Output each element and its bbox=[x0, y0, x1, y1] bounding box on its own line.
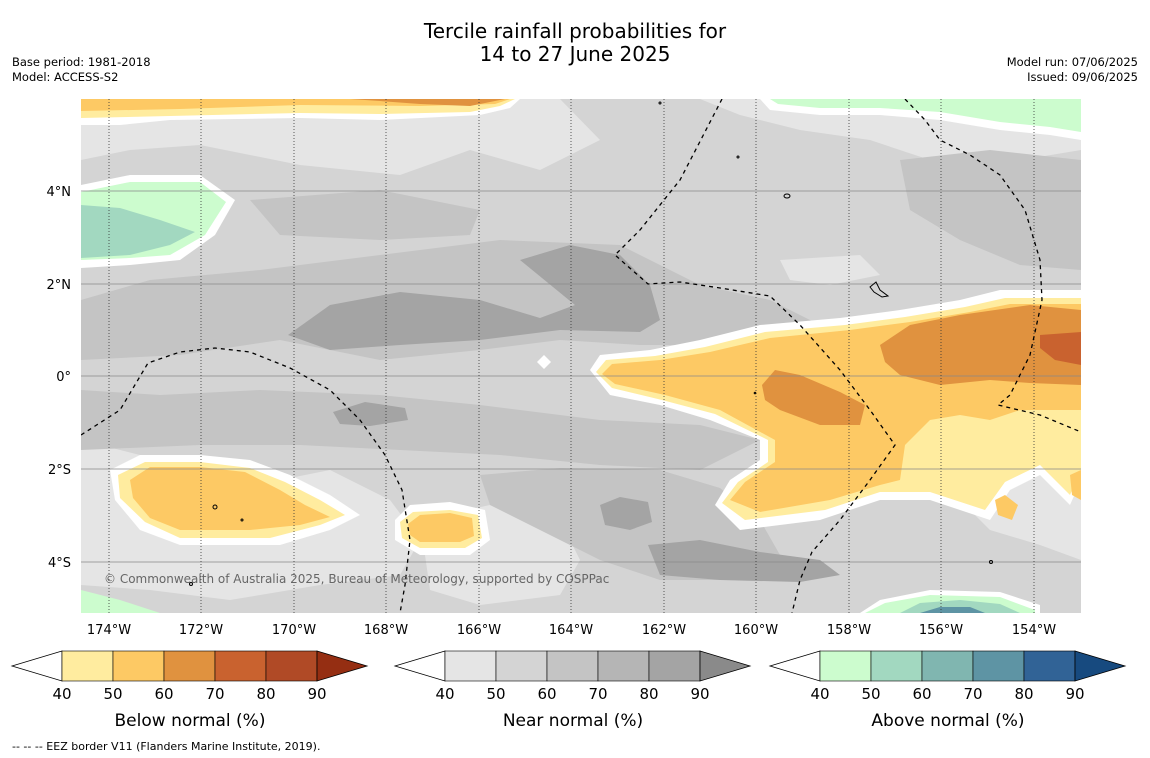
above-normal-regions bbox=[81, 99, 1081, 613]
near-colorbar-segment bbox=[546, 650, 599, 682]
near-colorbar-tick-label: 50 bbox=[486, 685, 505, 703]
colorbar-above-normal: 40 50 60 70 80 90 bbox=[768, 650, 1127, 703]
below-colorbar-tick-label: 60 bbox=[154, 685, 173, 703]
above-colorbar-segment bbox=[870, 650, 923, 682]
lon-label: 154°W bbox=[1012, 623, 1056, 638]
near-colorbar-segment bbox=[597, 650, 650, 682]
island-outlines bbox=[189, 101, 993, 586]
colorbar-below-normal: 40 50 60 70 80 90 bbox=[10, 650, 369, 703]
longitude-labels: 174°W 172°W 170°W 168°W 166°W 164°W 162°… bbox=[87, 623, 1056, 638]
near-normal-legend-label: Near normal (%) bbox=[503, 711, 643, 731]
colorbar-near-normal: 40 50 60 70 80 90 bbox=[393, 650, 752, 703]
below-colorbar-tick-label: 90 bbox=[307, 685, 326, 703]
above-colorbar-segment bbox=[972, 650, 1025, 682]
above-normal-legend-label: Above normal (%) bbox=[871, 711, 1024, 731]
near-colorbar-extension-low bbox=[393, 650, 446, 682]
near-colorbar-segment bbox=[495, 650, 548, 682]
near-normal-70-80-regions bbox=[288, 245, 840, 582]
lon-label: 172°W bbox=[179, 623, 223, 638]
below-colorbar-tick-label: 40 bbox=[52, 685, 71, 703]
lat-label: 0° bbox=[56, 370, 71, 385]
above-colorbar-extension-low bbox=[768, 650, 821, 682]
below-colorbar-tick-label: 70 bbox=[205, 685, 224, 703]
near-colorbar-extension-high bbox=[699, 650, 752, 682]
lon-label: 158°W bbox=[827, 623, 871, 638]
above-colorbar-tick-label: 40 bbox=[810, 685, 829, 703]
near-colorbar-segment bbox=[444, 650, 497, 682]
below-colorbar-tick-label: 80 bbox=[256, 685, 275, 703]
meta-left: Base period: 1981-2018 Model: ACCESS-S2 bbox=[12, 55, 151, 85]
base-period-text: Base period: 1981-2018 bbox=[12, 55, 151, 69]
above-colorbar-segment bbox=[921, 650, 974, 682]
below-colorbar-tick-label: 50 bbox=[103, 685, 122, 703]
above-colorbar-tick-label: 60 bbox=[912, 685, 931, 703]
copyright-text: © Commonwealth of Australia 2025, Bureau… bbox=[104, 572, 609, 586]
below-normal-regions bbox=[81, 99, 1081, 555]
below-normal-legend-label: Below normal (%) bbox=[115, 711, 266, 731]
eez-footnote: -- -- -- EEZ border V11 (Flanders Marine… bbox=[12, 740, 321, 753]
model-run-text: Model run: 07/06/2025 bbox=[1006, 55, 1138, 69]
near-colorbar-tick-label: 40 bbox=[435, 685, 454, 703]
latitude-gridlines bbox=[81, 190, 1081, 563]
lon-label: 166°W bbox=[457, 623, 501, 638]
below-colorbar-extension-low bbox=[10, 650, 63, 682]
near-colorbar-segment bbox=[648, 650, 701, 682]
lat-label: 2°N bbox=[47, 278, 72, 293]
small-white-patch bbox=[537, 355, 551, 369]
below-colorbar-segment bbox=[265, 650, 318, 682]
lat-label: 2°S bbox=[48, 463, 71, 478]
near-colorbar-tick-label: 60 bbox=[537, 685, 556, 703]
chart-title: Tercile rainfall probabilities for 14 to… bbox=[0, 20, 1150, 66]
issued-text: Issued: 09/06/2025 bbox=[1027, 70, 1138, 84]
near-colorbar-tick-label: 90 bbox=[690, 685, 709, 703]
title-line-1: Tercile rainfall probabilities for bbox=[423, 19, 727, 43]
map-panel: © Commonwealth of Australia 2025, Bureau… bbox=[81, 99, 1081, 613]
lon-label: 168°W bbox=[364, 623, 408, 638]
eez-borders bbox=[81, 99, 1081, 613]
above-colorbar-extension-high bbox=[1074, 650, 1127, 682]
lon-label: 170°W bbox=[272, 623, 316, 638]
meta-right: Model run: 07/06/2025 Issued: 09/06/2025 bbox=[1007, 55, 1138, 85]
above-colorbar-tick-label: 80 bbox=[1014, 685, 1033, 703]
latitude-labels: 4°N 2°N 0° 2°S 4°S bbox=[47, 185, 72, 571]
lon-label: 164°W bbox=[549, 623, 593, 638]
model-text: Model: ACCESS-S2 bbox=[12, 70, 119, 84]
below-colorbar-segment bbox=[214, 650, 267, 682]
below-colorbar-extension-high bbox=[316, 650, 369, 682]
lon-label: 160°W bbox=[734, 623, 778, 638]
lon-label: 174°W bbox=[87, 623, 131, 638]
below-colorbar-segment bbox=[163, 650, 216, 682]
lon-label: 162°W bbox=[642, 623, 686, 638]
below-colorbar-segment bbox=[112, 650, 165, 682]
lat-label: 4°N bbox=[47, 185, 72, 200]
near-colorbar-tick-label: 80 bbox=[639, 685, 658, 703]
title-line-2: 14 to 27 June 2025 bbox=[479, 42, 671, 66]
lon-label: 156°W bbox=[919, 623, 963, 638]
above-colorbar-tick-label: 90 bbox=[1065, 685, 1084, 703]
lat-label: 4°S bbox=[48, 556, 71, 571]
above-colorbar-segment bbox=[819, 650, 872, 682]
above-colorbar-tick-label: 50 bbox=[861, 685, 880, 703]
above-colorbar-tick-label: 70 bbox=[963, 685, 982, 703]
below-colorbar-segment bbox=[61, 650, 114, 682]
above-colorbar-segment bbox=[1023, 650, 1076, 682]
near-colorbar-tick-label: 70 bbox=[588, 685, 607, 703]
